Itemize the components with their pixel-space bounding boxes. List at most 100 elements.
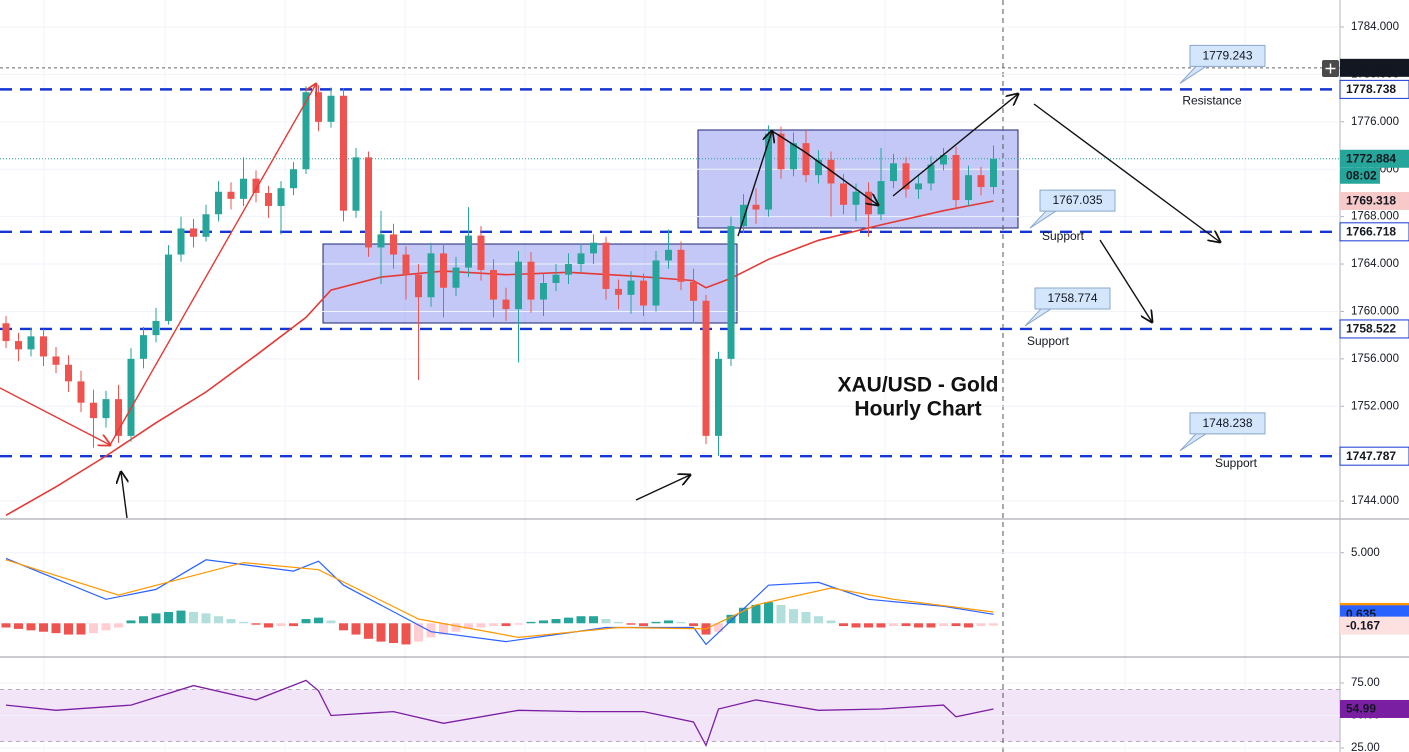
candle-body xyxy=(665,249,672,261)
price-label: -0.167 xyxy=(1346,618,1380,632)
candle-body xyxy=(977,175,985,188)
histogram-bar xyxy=(851,623,861,628)
price-label: 1769.318 xyxy=(1346,194,1396,208)
histogram-bar xyxy=(839,623,848,627)
arrow xyxy=(635,475,690,501)
candle-body xyxy=(452,267,460,288)
callout-note: Resistance xyxy=(1182,94,1242,108)
arrow xyxy=(737,131,772,237)
candle-body xyxy=(940,155,947,165)
histogram-bar xyxy=(301,619,311,624)
histogram-bar xyxy=(514,623,523,625)
candle-body xyxy=(265,192,272,206)
y-tick-label: 1784.000 xyxy=(1351,21,1399,33)
candle-body xyxy=(290,169,297,189)
y-tick-label: 1768.000 xyxy=(1351,211,1399,223)
y-tick-label: 1744.000 xyxy=(1351,495,1399,507)
callout-box xyxy=(1179,44,1266,84)
histogram-bar xyxy=(676,621,686,624)
candle-body xyxy=(427,253,435,298)
histogram-bar xyxy=(976,623,986,627)
candle-body xyxy=(677,249,685,282)
countdown: 08:02 xyxy=(1346,168,1377,182)
histogram-bar xyxy=(826,620,836,624)
histogram-bar xyxy=(1,623,11,628)
histogram-bar xyxy=(439,623,448,635)
y-tick-label: 1756.000 xyxy=(1351,353,1399,365)
price-label-bg xyxy=(1340,149,1409,168)
candle-body xyxy=(77,381,85,403)
histogram-bar xyxy=(951,623,961,627)
histogram-bar xyxy=(126,620,136,624)
histogram-bar xyxy=(264,623,273,628)
price-label-bg xyxy=(1340,699,1409,718)
histogram-bar xyxy=(189,611,198,624)
histogram-bar xyxy=(239,621,248,624)
candle-body xyxy=(615,288,622,295)
candle-body xyxy=(877,181,885,215)
histogram-bar xyxy=(626,623,636,625)
histogram-bar xyxy=(389,623,398,644)
histogram-bar xyxy=(664,620,673,624)
histogram-bar xyxy=(889,623,898,627)
add-button[interactable] xyxy=(1322,60,1339,77)
histogram-bar xyxy=(151,613,161,624)
candle-body xyxy=(90,402,97,419)
y-tick-label: 75.00 xyxy=(1351,677,1380,689)
candle-body xyxy=(152,320,160,336)
candle-body xyxy=(727,226,735,359)
histogram-bar xyxy=(876,623,886,628)
histogram-bar xyxy=(901,623,911,627)
candle-body xyxy=(465,235,472,268)
y-tick-label: 1760.000 xyxy=(1351,305,1399,317)
histogram-bar xyxy=(376,623,386,642)
histogram-bar xyxy=(364,623,373,639)
candle-body xyxy=(527,261,535,300)
price-label-bg xyxy=(1340,616,1409,635)
candle-body xyxy=(702,300,710,436)
candle-body xyxy=(402,254,410,275)
histogram-bar xyxy=(776,604,786,624)
price-label-bg xyxy=(1340,58,1409,77)
candle-body xyxy=(952,155,960,201)
candle-body xyxy=(340,95,347,211)
trend-arrow xyxy=(0,387,110,445)
histogram-bar xyxy=(114,623,123,628)
histogram-bar xyxy=(614,621,623,624)
histogram-bar xyxy=(589,616,598,624)
histogram-bar xyxy=(814,616,823,624)
price-label: 54.99 xyxy=(1346,702,1376,716)
candle-body xyxy=(277,188,285,206)
price-label-bg xyxy=(1340,192,1409,211)
candle-body xyxy=(477,235,485,270)
add-button-icon[interactable] xyxy=(1325,63,1336,74)
candle-body xyxy=(640,280,647,306)
callout-box xyxy=(1024,287,1111,327)
price-label: 1780.556 xyxy=(1346,61,1396,75)
callout-label: 1767.035 xyxy=(1052,193,1102,207)
histogram-bar xyxy=(89,623,98,634)
price-label: 1766.718 xyxy=(1346,224,1396,238)
candle-body xyxy=(752,204,760,210)
histogram-bar xyxy=(64,623,73,635)
candle-body xyxy=(65,364,72,382)
trend-arrow xyxy=(109,84,316,446)
histogram-bar xyxy=(139,616,148,624)
candle-body xyxy=(240,178,247,199)
candle-body xyxy=(740,204,747,227)
range-box xyxy=(697,129,1019,229)
candle-body xyxy=(215,191,222,215)
candle-body xyxy=(590,242,597,254)
histogram-bar xyxy=(176,610,186,624)
histogram-bar xyxy=(451,623,461,632)
candle-body xyxy=(840,183,847,205)
histogram-bar xyxy=(201,613,211,624)
candle-body xyxy=(790,143,797,170)
y-tick-label: 1764.000 xyxy=(1351,258,1399,270)
candle-body xyxy=(965,175,972,201)
drawings: XAU/USD - Gold Hourly Chart xyxy=(0,84,1220,519)
histogram-bar xyxy=(51,623,61,634)
histogram-bar xyxy=(401,623,411,645)
histogram-bar xyxy=(564,617,573,624)
